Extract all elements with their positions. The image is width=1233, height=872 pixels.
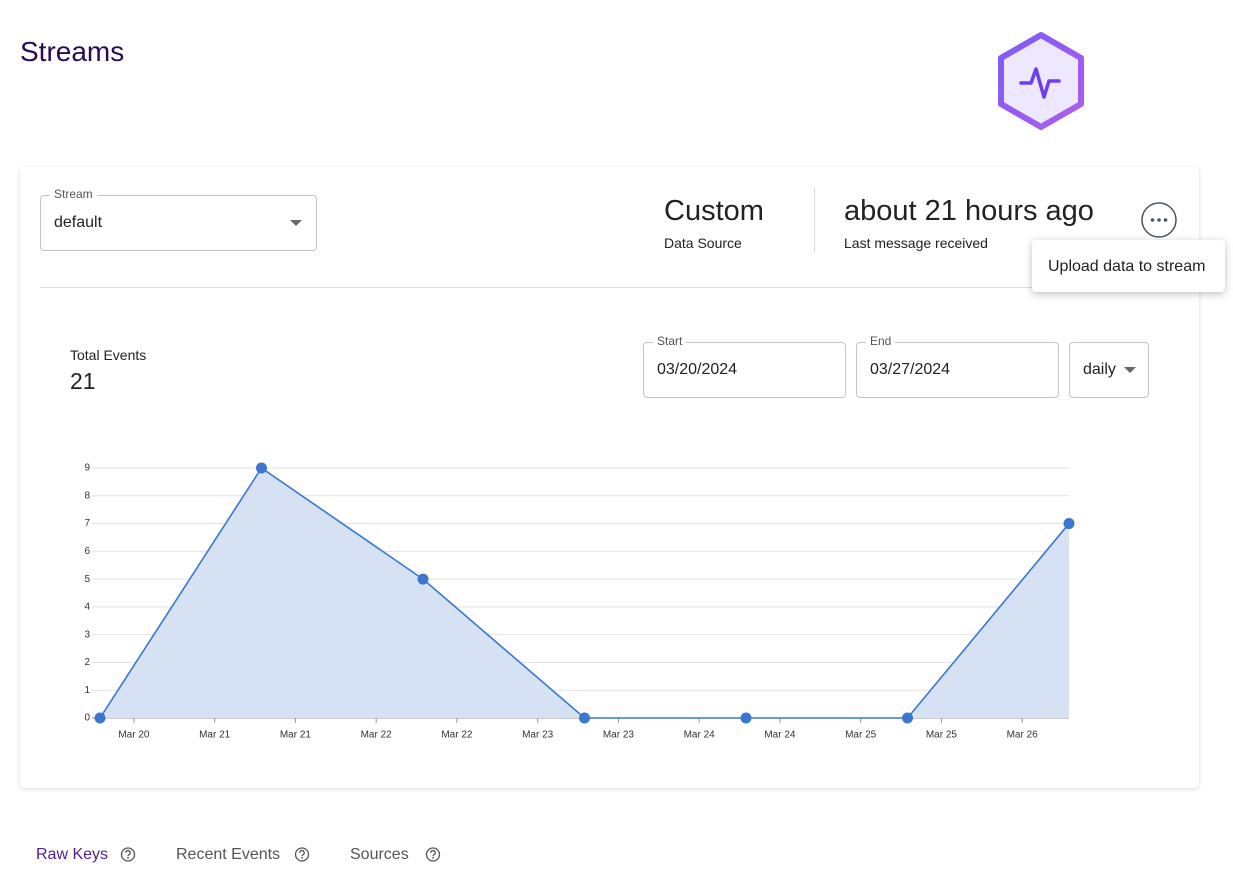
x-tick-label: Mar 24: [764, 730, 796, 741]
more-button[interactable]: [1140, 201, 1178, 239]
y-tick-label: 5: [84, 574, 90, 585]
y-tick-label: 3: [84, 629, 90, 640]
y-tick-label: 2: [84, 657, 90, 668]
menu: [1032, 240, 1225, 292]
x-tick-label: Mar 22: [361, 730, 393, 741]
start-date[interactable]: [643, 342, 846, 398]
end-date[interactable]: [856, 342, 1059, 398]
separator: [40, 287, 1160, 288]
chart: 0 1 2 3 4 5 6 7 8 9 Mar 20 Mar 21 Mar 21 Mar 22 Mar 22…: [84, 462, 1075, 741]
interval-select[interactable]: [1069, 342, 1149, 398]
total-label: Total Events: [70, 347, 147, 363]
x-tick-label: Mar 24: [684, 730, 716, 741]
divider: [814, 187, 815, 253]
stream-select-label: Stream: [50, 187, 97, 201]
point: [94, 712, 106, 724]
point: [740, 712, 752, 724]
y-tick-label: 7: [84, 518, 90, 529]
stat-value: about 21 hours ago: [844, 195, 1094, 227]
point: [417, 573, 429, 585]
start-value: 03/20/2024: [657, 361, 738, 378]
x-tick-label: Mar 25: [926, 730, 958, 741]
tab[interactable]: Raw Keys: [36, 846, 109, 863]
stream-select[interactable]: [40, 195, 317, 251]
dropdown-arrow: [290, 220, 302, 226]
x-tick-label: Mar 25: [845, 730, 877, 741]
y-tick-label: 1: [84, 685, 90, 696]
stat-value: Custom: [664, 195, 764, 227]
x-tick-label: Mar 21: [280, 730, 312, 741]
help-icons: [120, 847, 441, 862]
y-tick-label: 0: [84, 713, 90, 724]
y-tick-label: 4: [84, 602, 90, 613]
y-tick-label: 6: [84, 546, 90, 557]
point: [256, 462, 267, 474]
stat-label: Last message received: [844, 235, 988, 251]
end-value: 03/27/2024: [870, 361, 951, 378]
menu-item[interactable]: Upload data to stream: [1048, 258, 1206, 275]
x-tick-label: Mar 23: [522, 730, 554, 741]
x-tick-label: Mar 22: [441, 730, 473, 741]
stream-select-value: default: [54, 214, 103, 231]
stat-label: Data Source: [664, 235, 742, 251]
x-tick-label: Mar 26: [1007, 730, 1039, 741]
tab[interactable]: Sources: [350, 846, 409, 863]
point: [902, 712, 913, 724]
total-value: 21: [70, 368, 96, 394]
page-title: Streams: [20, 36, 125, 67]
point: [1063, 518, 1075, 530]
tab[interactable]: Recent Events: [176, 846, 281, 863]
dropdown-arrow: [1124, 367, 1136, 373]
x-tick-label: Mar 20: [118, 730, 150, 741]
y-tick-label: 8: [84, 490, 90, 501]
y-tick-label: 9: [84, 463, 90, 474]
x-tick-label: Mar 23: [603, 730, 635, 741]
point: [579, 712, 590, 724]
x-tick-label: Mar 21: [199, 730, 231, 741]
end-label: End: [866, 334, 896, 348]
start-label: Start: [653, 334, 687, 348]
logo: [998, 32, 1084, 130]
area: [100, 468, 1069, 718]
interval-value: daily: [1083, 361, 1116, 378]
